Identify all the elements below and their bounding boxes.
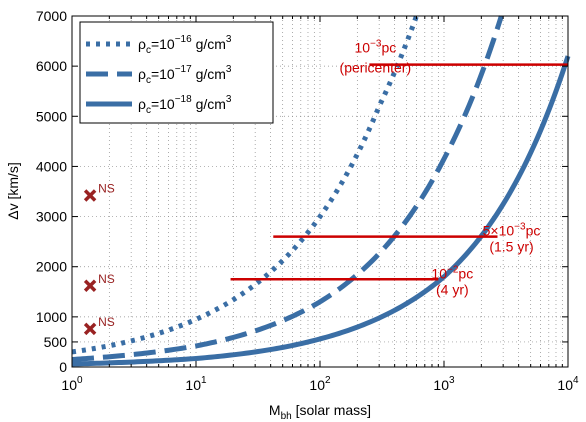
x-tick-label: 101 xyxy=(185,375,207,393)
series-layer xyxy=(71,15,571,367)
series-line-3 xyxy=(71,55,571,367)
legend-entry-1: ρc=10−16 g/cm3 xyxy=(138,34,232,56)
x-axis-label: Mbh [solar mass] xyxy=(269,402,371,422)
y-tick-label: 500 xyxy=(44,334,68,350)
y-tick-label: 4000 xyxy=(36,158,67,174)
y-tick-label: 3000 xyxy=(36,209,67,225)
y-axis-label: Δv [km/s] xyxy=(5,162,21,220)
ns-label-2: NS xyxy=(98,272,115,286)
y-tick-label: 5000 xyxy=(36,108,67,124)
x-tick-label: 102 xyxy=(309,375,331,393)
y-tick-label: 7000 xyxy=(36,8,67,24)
x-tick-label: 103 xyxy=(433,375,455,393)
hline-label-3: 10−2pc xyxy=(431,264,473,281)
ns-label-3: NS xyxy=(98,315,115,329)
y-tick-label: 0 xyxy=(59,359,67,375)
legend: ρc=10−16 g/cm3 ρc=10−17 g/cm3 ρc=10−18 g/c… xyxy=(79,21,274,124)
ns-layer: NS NS NS xyxy=(83,182,115,336)
y-tick-label: 2000 xyxy=(36,259,67,275)
legend-entry-2: ρc=10−17 g/cm3 xyxy=(138,64,232,86)
y-tick-label: 6000 xyxy=(36,58,67,74)
series-line-2 xyxy=(71,15,504,362)
hline-label-2: 5×10−3pc xyxy=(483,222,541,239)
series-line-1 xyxy=(71,15,419,355)
hline-sublabel-3: (4 yr) xyxy=(436,281,469,297)
hline-sublabel-2: (1.5 yr) xyxy=(489,239,533,255)
hline-label-1: 10−3pc xyxy=(354,39,396,56)
ticks: 100 101 102 103 104 0 500 1000 2000 3000 4000 5000 6… xyxy=(36,8,579,393)
y-tick-label: 1000 xyxy=(36,309,67,325)
ns-marker-3 xyxy=(83,322,97,336)
x-tick-label: 104 xyxy=(557,375,579,393)
ns-marker-2 xyxy=(83,279,97,293)
ns-marker-1 xyxy=(83,189,97,202)
grid xyxy=(72,16,568,367)
hline-layer: 10−3pc (pericenter) 5×10−3pc(1.5 yr) 10−2pc… xyxy=(230,39,568,297)
legend-entry-3: ρc=10−18 g/cm3 xyxy=(138,94,232,116)
ns-label-1: NS xyxy=(98,182,115,196)
x-tick-label: 100 xyxy=(61,375,83,393)
hline-sublabel-1: (pericenter) xyxy=(340,60,412,76)
